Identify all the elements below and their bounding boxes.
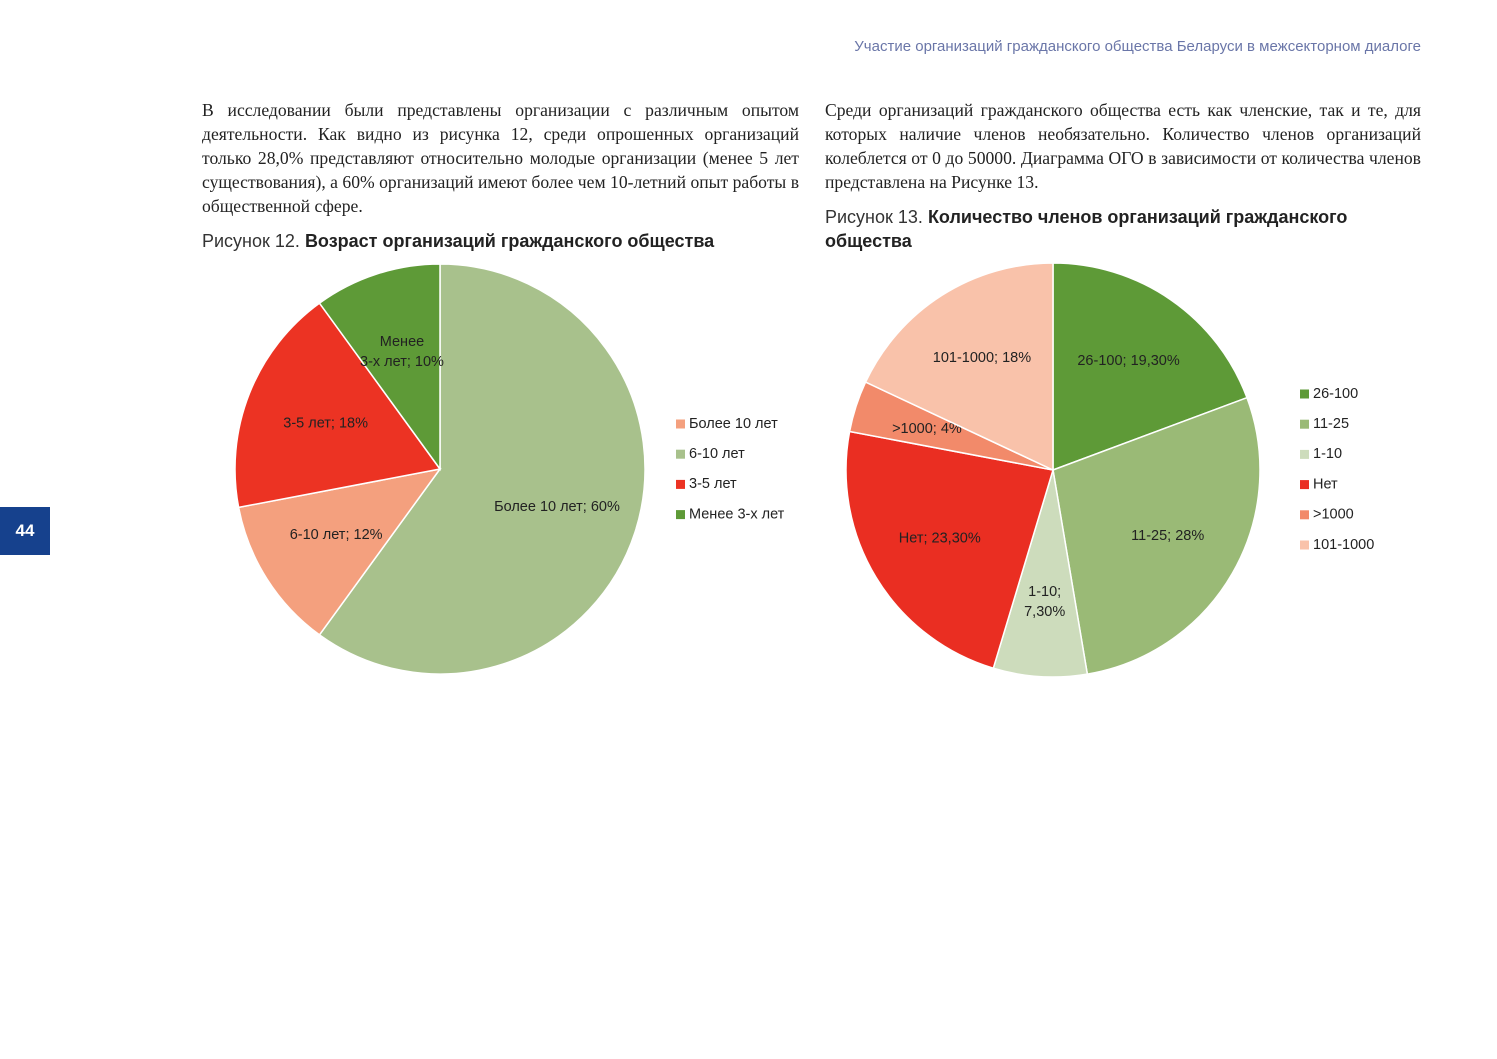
data-label: 6-10 лет; 12%: [290, 527, 383, 543]
data-label-line: 6-10 лет; 12%: [290, 527, 383, 543]
legend-label: Менее 3-х лет: [689, 506, 785, 522]
data-label: Менее 3-х лет; 10%: [360, 334, 444, 370]
pie-slice: [1052, 396, 1261, 675]
legend-label: 26-100: [1313, 386, 1358, 402]
caption-title: Количество членов организаций гражданско…: [825, 207, 1348, 251]
data-label-line: 3-5 лет; 18%: [283, 416, 368, 432]
page-number: 44: [0, 507, 50, 555]
caption: Рисунок 13. Количество членов организаци…: [825, 205, 1405, 253]
legend-label: 101-1000: [1313, 537, 1374, 553]
caption-prefix: Рисунок 13.: [825, 207, 923, 227]
data-label-line: 3-х лет; 10%: [360, 354, 444, 370]
pie-slice: [237, 467, 442, 636]
data-label-line: Нет; 23,30%: [899, 531, 981, 547]
caption: Рисунок 12. Возраст организаций гражданс…: [202, 229, 802, 253]
data-label: >1000; 4%: [892, 421, 962, 437]
data-label-line: 11-25; 28%: [1131, 528, 1204, 544]
legend-label: 6-10 лет: [689, 446, 745, 462]
legend-label: 11-25: [1313, 416, 1349, 432]
data-label-line: 7,30%: [1024, 604, 1065, 620]
legend-swatch: [676, 510, 685, 520]
data-label: 101-1000; 18%: [933, 350, 1031, 366]
data-label: 11-25; 28%: [1131, 528, 1204, 544]
data-label-line: 101-1000; 18%: [933, 350, 1031, 366]
paragraph: Среди организаций гражданского общества …: [825, 100, 1421, 192]
data-label-line: Менее: [380, 334, 424, 350]
legend-swatch: [676, 449, 685, 459]
legend-label: 1-10: [1313, 446, 1342, 462]
data-label-line: >1000; 4%: [892, 421, 962, 437]
caption-prefix: Рисунок 12.: [202, 231, 300, 251]
data-label: 1-10; 7,30%: [1024, 584, 1065, 620]
legend-swatch: [676, 419, 685, 429]
legend-swatch: [1300, 540, 1309, 550]
legend-swatch: [1300, 419, 1309, 429]
header: Участие организаций гражданского обществ…: [854, 38, 1421, 55]
pie-slice: [845, 430, 1054, 670]
legend-label: Нет: [1313, 476, 1338, 492]
data-label-line: 1-10;: [1028, 584, 1061, 600]
data-label: 3-5 лет; 18%: [283, 416, 368, 432]
legend-label: 3-5 лет: [689, 476, 737, 492]
legend-swatch: [1300, 510, 1309, 520]
legend-swatch: [1300, 449, 1309, 459]
paragraph: В исследовании были представлены организ…: [202, 100, 799, 216]
data-label: Более 10 лет; 60%: [494, 499, 620, 515]
legend-swatch: [1300, 389, 1309, 399]
pie-slice: [864, 262, 1054, 472]
pie-slice: [318, 263, 441, 472]
legend-label: Более 10 лет: [689, 416, 778, 432]
pie-slice: [1052, 262, 1248, 472]
data-label-line: 26-100; 19,30%: [1077, 353, 1179, 369]
legend-label: >1000: [1313, 507, 1354, 523]
legend-swatch: [676, 479, 685, 489]
caption-title: Возраст организаций гражданского обществ…: [304, 231, 715, 251]
pie-slice: [234, 302, 442, 509]
legend-swatch: [1300, 480, 1309, 490]
data-label: Нет; 23,30%: [899, 531, 981, 547]
pie-slice: [318, 263, 646, 675]
data-label-line: Более 10 лет; 60%: [494, 499, 620, 515]
data-label: 26-100; 19,30%: [1077, 353, 1179, 369]
